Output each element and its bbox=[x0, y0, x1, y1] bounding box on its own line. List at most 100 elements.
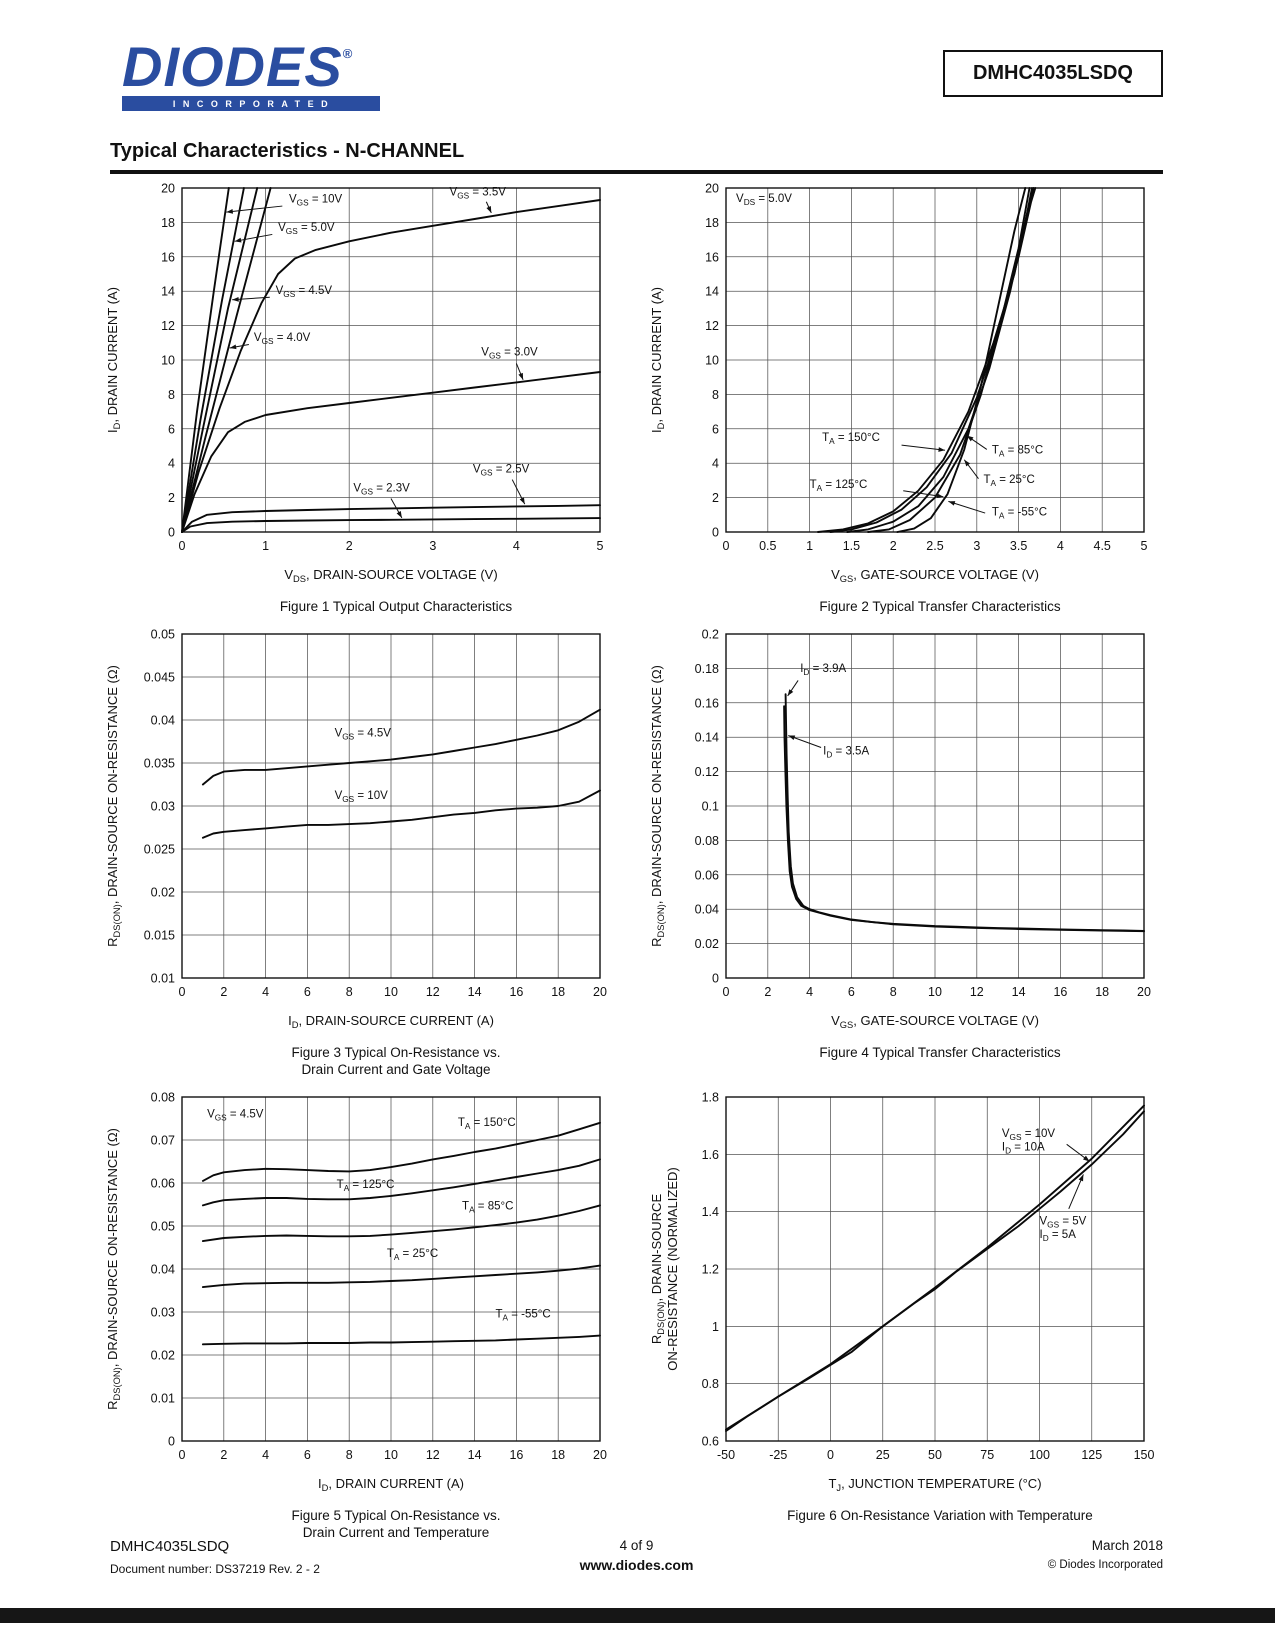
svg-text:1.6: 1.6 bbox=[702, 1147, 719, 1161]
svg-text:TA = 85°C: TA = 85°C bbox=[462, 1200, 513, 1214]
svg-text:VGS = 10V: VGS = 10V bbox=[1002, 1128, 1056, 1142]
svg-text:3: 3 bbox=[973, 539, 980, 553]
svg-text:2: 2 bbox=[712, 491, 719, 505]
svg-text:RDS(ON), DRAIN-SOURCE ON-RESIS: RDS(ON), DRAIN-SOURCE ON-RESISTANCE (Ω) bbox=[105, 665, 122, 947]
svg-text:0.02: 0.02 bbox=[151, 885, 175, 899]
svg-text:0.6: 0.6 bbox=[702, 1434, 719, 1448]
svg-text:2: 2 bbox=[346, 539, 353, 553]
svg-text:18: 18 bbox=[161, 216, 175, 230]
svg-text:0: 0 bbox=[179, 539, 186, 553]
svg-text:0.18: 0.18 bbox=[695, 661, 719, 675]
svg-text:VGS = 10V: VGS = 10V bbox=[335, 790, 389, 804]
svg-text:18: 18 bbox=[551, 985, 565, 999]
diodes-logo-incorporated-bar: INCORPORATED bbox=[122, 96, 380, 112]
svg-text:6: 6 bbox=[712, 422, 719, 436]
svg-text:14: 14 bbox=[1012, 985, 1026, 999]
svg-text:TA = 150°C: TA = 150°C bbox=[458, 1117, 516, 1131]
registered-mark-icon: ® bbox=[342, 46, 354, 61]
svg-text:4: 4 bbox=[1057, 539, 1064, 553]
svg-text:14: 14 bbox=[468, 985, 482, 999]
figure-2-transfer-characteristics: 0 0.5 1 1.5 2 2.5 3 3.5 4 4.5 5 0 2 4 6 8 10 12 14 16 18 20 VD… bbox=[646, 176, 1168, 616]
svg-text:1: 1 bbox=[806, 539, 813, 553]
figure-1-caption: Figure 1 Typical Output Characteristics bbox=[279, 599, 513, 614]
svg-text:12: 12 bbox=[426, 985, 440, 999]
svg-text:10: 10 bbox=[705, 354, 719, 368]
svg-text:1.2: 1.2 bbox=[702, 1262, 719, 1276]
svg-text:TA = 25°C: TA = 25°C bbox=[387, 1248, 438, 1262]
svg-text:18: 18 bbox=[1095, 985, 1109, 999]
svg-text:VGS, GATE-SOURCE VOLTAGE (V): VGS, GATE-SOURCE VOLTAGE (V) bbox=[831, 1013, 1039, 1030]
svg-text:2.5: 2.5 bbox=[926, 539, 943, 553]
svg-text:125: 125 bbox=[1081, 1448, 1102, 1462]
svg-text:8: 8 bbox=[168, 388, 175, 402]
svg-text:0.03: 0.03 bbox=[151, 1305, 175, 1319]
svg-text:0.1: 0.1 bbox=[702, 799, 719, 813]
svg-text:4.5: 4.5 bbox=[1094, 539, 1111, 553]
svg-text:0.02: 0.02 bbox=[151, 1348, 175, 1362]
svg-text:2: 2 bbox=[168, 491, 175, 505]
figure-3-chart: 0 2 4 6 8 10 12 14 16 18 20 0.01 0.015 0.02 0.025 0.03 0… bbox=[102, 622, 624, 1043]
svg-text:8: 8 bbox=[346, 985, 353, 999]
svg-text:3: 3 bbox=[429, 539, 436, 553]
svg-text:0.06: 0.06 bbox=[151, 1176, 175, 1190]
footer-document-number: Document number: DS37219 Rev. 2 - 2 bbox=[110, 1562, 320, 1576]
svg-text:ID, DRAIN-SOURCE CURRENT (A): ID, DRAIN-SOURCE CURRENT (A) bbox=[288, 1013, 494, 1030]
svg-text:100: 100 bbox=[1029, 1448, 1050, 1462]
svg-text:1.8: 1.8 bbox=[702, 1090, 719, 1104]
logo-text: DIODES bbox=[122, 35, 343, 98]
footer-website-link[interactable]: www.diodes.com bbox=[579, 1557, 694, 1573]
svg-text:2: 2 bbox=[220, 985, 227, 999]
svg-text:VGS = 3.0V: VGS = 3.0V bbox=[481, 347, 538, 361]
svg-text:TA = 125°C: TA = 125°C bbox=[337, 1179, 395, 1193]
svg-text:TA = 125°C: TA = 125°C bbox=[810, 479, 868, 493]
svg-text:12: 12 bbox=[426, 1448, 440, 1462]
svg-text:1: 1 bbox=[712, 1319, 719, 1333]
svg-text:RDS(ON), DRAIN-SOURCE: RDS(ON), DRAIN-SOURCE bbox=[649, 1193, 666, 1344]
figure-4-chart: 0 2 4 6 8 10 12 14 16 18 20 0 0.02 0.04 0.06 0.08 0.1 0.1… bbox=[646, 622, 1168, 1043]
svg-text:ID, DRAIN CURRENT (A): ID, DRAIN CURRENT (A) bbox=[318, 1476, 464, 1493]
svg-text:16: 16 bbox=[705, 250, 719, 264]
section-title-block: Typical Characteristics - N-CHANNEL bbox=[110, 140, 1163, 174]
svg-text:VGS = 5V: VGS = 5V bbox=[1040, 1215, 1087, 1229]
svg-text:RDS(ON), DRAIN-SOURCE ON-RESIS: RDS(ON), DRAIN-SOURCE ON-RESISTANCE (Ω) bbox=[105, 1128, 122, 1410]
svg-text:0.07: 0.07 bbox=[151, 1133, 175, 1147]
svg-text:8: 8 bbox=[890, 985, 897, 999]
svg-text:0.06: 0.06 bbox=[695, 868, 719, 882]
svg-text:16: 16 bbox=[509, 1448, 523, 1462]
figure-4-transfer-characteristics: 0 2 4 6 8 10 12 14 16 18 20 0 0.02 0.04 0.06 0.08 0.1 0.1… bbox=[646, 622, 1168, 1079]
footer-left: DMHC4035LSDQ Document number: DS37219 Re… bbox=[110, 1538, 1163, 1576]
svg-text:1.5: 1.5 bbox=[843, 539, 860, 553]
svg-text:16: 16 bbox=[161, 250, 175, 264]
svg-text:0.01: 0.01 bbox=[151, 1391, 175, 1405]
svg-text:0.04: 0.04 bbox=[151, 1262, 175, 1276]
svg-text:0.02: 0.02 bbox=[695, 937, 719, 951]
svg-text:0.04: 0.04 bbox=[695, 902, 719, 916]
svg-text:20: 20 bbox=[593, 985, 607, 999]
figure-6-plot: -50 -25 0 25 50 75 100 125 150 0.6 0.8 1 1.2 1.4 1.6 1.… bbox=[649, 1090, 1154, 1493]
svg-text:VDS, DRAIN-SOURCE VOLTAGE (V): VDS, DRAIN-SOURCE VOLTAGE (V) bbox=[284, 567, 497, 584]
figure-3-on-resistance-vs-drain-current-gate-voltage: 0 2 4 6 8 10 12 14 16 18 20 0.01 0.015 0.02 0.025 0.03 0… bbox=[102, 622, 624, 1079]
svg-text:0.015: 0.015 bbox=[144, 928, 175, 942]
svg-text:4: 4 bbox=[513, 539, 520, 553]
svg-text:8: 8 bbox=[346, 1448, 353, 1462]
section-title: Typical Characteristics - N-CHANNEL bbox=[110, 140, 465, 162]
svg-text:0: 0 bbox=[723, 985, 730, 999]
svg-text:0.12: 0.12 bbox=[695, 765, 719, 779]
svg-text:0.08: 0.08 bbox=[151, 1090, 175, 1104]
svg-text:6: 6 bbox=[168, 422, 175, 436]
svg-text:0.05: 0.05 bbox=[151, 1219, 175, 1233]
page-header: DIODES® INCORPORATED DMHC4035LSDQ bbox=[122, 39, 1163, 112]
svg-text:0.035: 0.035 bbox=[144, 756, 175, 770]
svg-text:0: 0 bbox=[723, 539, 730, 553]
footer-center: 4 of 9 www.diodes.com bbox=[580, 1538, 694, 1573]
svg-text:14: 14 bbox=[161, 285, 175, 299]
svg-text:1.4: 1.4 bbox=[702, 1205, 719, 1219]
svg-text:0.14: 0.14 bbox=[695, 730, 719, 744]
svg-text:0: 0 bbox=[827, 1448, 834, 1462]
svg-text:18: 18 bbox=[705, 216, 719, 230]
bottom-bar bbox=[0, 1608, 1275, 1623]
svg-text:75: 75 bbox=[980, 1448, 994, 1462]
svg-text:0.025: 0.025 bbox=[144, 842, 175, 856]
svg-text:20: 20 bbox=[1137, 985, 1151, 999]
svg-text:12: 12 bbox=[161, 319, 175, 333]
